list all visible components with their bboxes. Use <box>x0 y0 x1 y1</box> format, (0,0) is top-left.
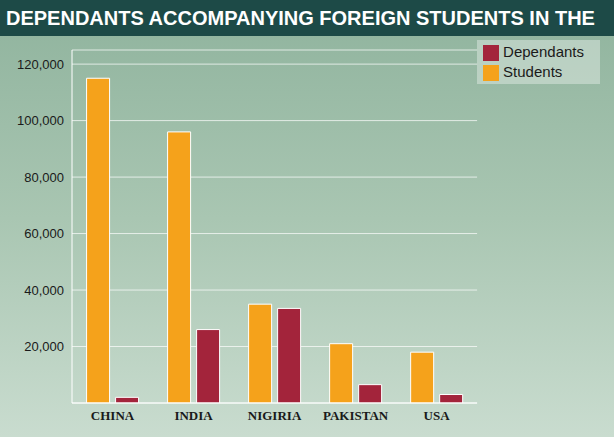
svg-text:80,000: 80,000 <box>24 170 64 185</box>
html-text:Dependants: Dependants <box>503 43 584 60</box>
svg-text:40,000: 40,000 <box>24 283 64 298</box>
svg-text:100,000: 100,000 <box>17 113 64 128</box>
svg-text:120,000: 120,000 <box>17 57 64 72</box>
svg-text:PAKISTAN: PAKISTAN <box>323 408 389 423</box>
svg-text:NIGIRIA: NIGIRIA <box>248 408 302 423</box>
svg-text:CHINA: CHINA <box>91 408 135 423</box>
svg-text:INDIA: INDIA <box>174 408 213 423</box>
html-text:DEPENDANTS ACCOMPANYING FOREIG: DEPENDANTS ACCOMPANYING FOREIGN STUDENTS… <box>6 7 595 29</box>
svg-text:60,000: 60,000 <box>24 226 64 241</box>
svg-text:USA: USA <box>424 408 451 423</box>
svg-text:20,000: 20,000 <box>24 339 64 354</box>
html-text:Students: Students <box>503 63 563 80</box>
